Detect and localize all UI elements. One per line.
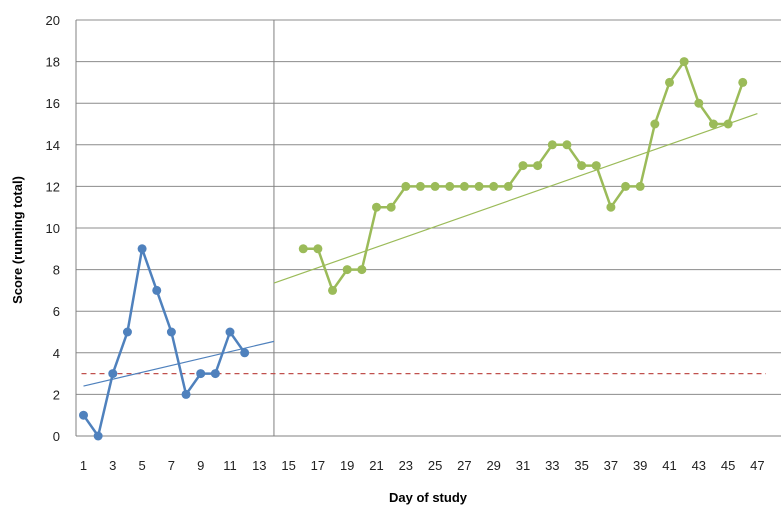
series-group — [79, 57, 748, 441]
data-point — [225, 327, 235, 337]
x-tick-label: 39 — [633, 458, 647, 473]
x-tick-label: 9 — [197, 458, 204, 473]
y-tick-label: 0 — [53, 429, 60, 444]
y-tick-label: 16 — [46, 96, 60, 111]
data-point — [533, 161, 543, 171]
x-axis-title: Day of study — [389, 490, 468, 505]
data-point — [79, 410, 88, 420]
y-tick-label: 14 — [46, 138, 60, 153]
data-point — [401, 181, 411, 191]
data-point — [328, 285, 338, 295]
x-tick-label: 21 — [369, 458, 383, 473]
data-point — [708, 119, 718, 129]
x-tick-label: 45 — [721, 458, 735, 473]
x-tick-label: 41 — [662, 458, 676, 473]
x-tick-label: 1 — [80, 458, 87, 473]
data-point — [650, 119, 660, 129]
data-point — [679, 57, 689, 67]
x-tick-label: 47 — [750, 458, 764, 473]
x-tick-label: 13 — [252, 458, 266, 473]
data-point — [196, 369, 206, 379]
trendlines — [83, 113, 758, 387]
data-point — [518, 161, 528, 171]
data-point — [93, 431, 103, 441]
y-axis-title: Score (running total) — [10, 176, 25, 304]
data-point — [430, 181, 440, 191]
trendline-2 — [273, 113, 758, 284]
x-tick-label: 27 — [457, 458, 471, 473]
data-point — [606, 202, 616, 212]
data-point — [489, 181, 499, 191]
y-tick-label: 2 — [53, 387, 60, 402]
data-point — [591, 161, 601, 171]
x-tick-label: 23 — [399, 458, 413, 473]
y-tick-label: 10 — [46, 221, 60, 236]
data-point — [152, 285, 162, 295]
data-point — [621, 181, 631, 191]
data-point — [445, 181, 455, 191]
y-axis-ticks: 0 2 4 6 8 10 12 14 16 18 20 — [46, 13, 60, 444]
y-tick-label: 20 — [46, 13, 60, 28]
data-point — [723, 119, 733, 129]
data-point — [562, 140, 572, 150]
data-point — [122, 327, 132, 337]
data-point — [166, 327, 176, 337]
x-tick-label: 37 — [604, 458, 618, 473]
x-tick-label: 31 — [516, 458, 530, 473]
y-tick-label: 18 — [46, 55, 60, 70]
data-point — [386, 202, 396, 212]
y-tick-label: 6 — [53, 304, 60, 319]
data-point — [240, 348, 250, 358]
x-tick-label: 11 — [223, 458, 237, 473]
data-point — [415, 181, 425, 191]
data-point — [547, 140, 557, 150]
series-line-2 — [303, 60, 744, 292]
x-tick-label: 17 — [311, 458, 325, 473]
x-tick-label: 33 — [545, 458, 559, 473]
data-point — [298, 244, 308, 254]
x-tick-label: 5 — [138, 458, 145, 473]
data-point — [137, 244, 147, 254]
data-point — [694, 98, 704, 108]
x-tick-label: 35 — [574, 458, 588, 473]
data-point — [459, 181, 469, 191]
data-point — [474, 181, 484, 191]
x-tick-label: 19 — [340, 458, 354, 473]
data-point — [342, 265, 352, 275]
x-tick-label: 7 — [168, 458, 175, 473]
y-tick-label: 8 — [53, 263, 60, 278]
y-tick-label: 4 — [53, 346, 60, 361]
data-point — [738, 77, 748, 87]
x-tick-label: 15 — [281, 458, 295, 473]
x-tick-label: 43 — [692, 458, 706, 473]
x-tick-label: 25 — [428, 458, 442, 473]
data-point — [503, 181, 513, 191]
x-axis-ticks: 1 3 5 7 9 11 13 15 17 19 21 23 25 27 29 31 33 35 37 39 41 43 4… — [80, 458, 765, 473]
x-tick-label: 29 — [486, 458, 500, 473]
data-point — [357, 265, 367, 275]
data-point — [210, 369, 220, 379]
data-point — [181, 389, 191, 399]
data-point — [313, 244, 323, 254]
data-point — [577, 161, 587, 171]
data-point — [372, 202, 381, 212]
y-tick-label: 12 — [46, 179, 60, 194]
series-line-1 — [82, 247, 246, 438]
data-point — [108, 369, 118, 379]
data-point — [635, 181, 645, 191]
data-point — [665, 77, 674, 87]
x-tick-label: 3 — [109, 458, 116, 473]
